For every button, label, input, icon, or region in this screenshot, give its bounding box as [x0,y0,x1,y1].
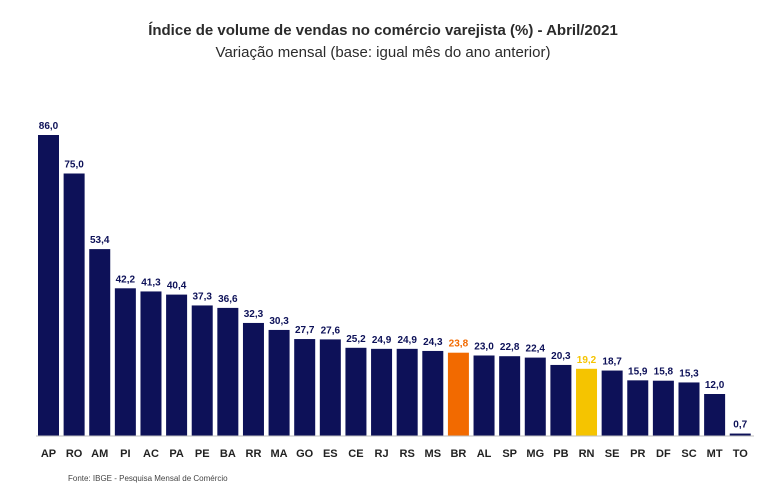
category-label-se: SE [605,448,620,460]
bar-ce [345,347,367,436]
category-label-ce: CE [348,448,363,460]
bar-br [447,352,469,436]
bar-se [601,370,623,436]
bar-go [294,339,316,436]
bar-ro [63,173,85,436]
category-label-sc: SC [681,448,696,460]
bar-rn [576,368,598,436]
bar-am [89,249,111,436]
category-label-pb: PB [553,448,568,460]
value-label-ms: 24,3 [423,337,443,348]
category-label-pi: PI [120,448,130,460]
bar-pb [550,364,572,436]
bar-mg [524,357,546,436]
bar-es [319,339,341,436]
value-label-al: 23,0 [474,342,494,353]
value-label-am: 53,4 [90,235,110,246]
bar-rr [242,322,264,436]
value-label-pr: 15,9 [628,366,648,377]
category-label-pa: PA [169,448,184,460]
value-label-es: 27,6 [321,325,341,336]
value-label-rn: 19,2 [577,355,597,366]
bar-ms [422,350,444,436]
category-label-rj: RJ [375,448,389,460]
bar-chart: 86,0 AP 75,0 RO 53,4 AM 42,2 PI 41,3 AC 40,4 PA 37,3… [36,121,754,460]
chart-title: Índice de volume de vendas no comércio v… [148,22,618,39]
value-label-rr: 32,3 [244,309,264,320]
bar-ba [217,307,239,436]
category-label-mt: MT [707,448,723,460]
value-label-pa: 40,4 [167,281,187,292]
category-label-pr: PR [630,448,645,460]
category-label-ap: AP [41,448,56,460]
chart-subtitle: Variação mensal (base: igual mês do ano … [215,44,551,61]
value-label-rj: 24,9 [372,335,392,346]
category-label-go: GO [296,448,314,460]
bar-to [729,433,751,436]
value-label-pe: 37,3 [192,291,212,302]
category-label-rs: RS [400,448,415,460]
value-label-go: 27,7 [295,325,315,336]
value-label-ma: 30,3 [269,316,289,327]
bar-ac [140,291,162,436]
value-label-ba: 36,6 [218,294,238,305]
bar-pr [627,380,649,436]
category-label-to: TO [733,448,749,460]
category-label-sp: SP [502,448,517,460]
value-label-pb: 20,3 [551,351,571,362]
value-label-sp: 22,8 [500,342,520,353]
category-label-ac: AC [143,448,159,460]
category-label-al: AL [477,448,492,460]
category-label-pe: PE [195,448,210,460]
value-label-sc: 15,3 [679,368,699,379]
bar-pa [166,294,188,436]
bar-sc [678,382,700,436]
value-label-ro: 75,0 [64,160,84,171]
category-label-es: ES [323,448,338,460]
value-label-to: 0,7 [733,420,747,431]
bar-sp [499,356,521,436]
category-label-mg: MG [526,448,544,460]
bar-al [473,355,495,436]
bar-ap [38,135,59,436]
category-label-ma: MA [271,448,288,460]
value-label-ac: 41,3 [141,277,161,288]
category-label-ba: BA [220,448,236,460]
bar-rs [396,348,418,436]
category-label-br: BR [450,448,466,460]
value-label-se: 18,7 [602,357,622,368]
source-note: Fonte: IBGE - Pesquisa Mensal de Comérci… [68,474,228,483]
value-label-ap: 86,0 [39,121,59,132]
category-label-ms: MS [425,448,442,460]
bar-ma [268,329,290,436]
value-label-pi: 42,2 [116,274,136,285]
value-label-df: 15,8 [654,367,674,378]
bar-df [652,380,674,436]
bar-pi [114,288,136,436]
category-label-ro: RO [66,448,83,460]
value-label-rs: 24,9 [397,335,417,346]
bar-mt [704,394,726,436]
value-label-ce: 25,2 [346,334,366,345]
value-label-mg: 22,4 [526,344,546,355]
category-label-rn: RN [579,448,595,460]
bar-pe [191,305,213,436]
value-label-br: 23,8 [449,339,469,350]
category-label-rr: RR [246,448,262,460]
value-label-mt: 12,0 [705,380,725,391]
category-label-am: AM [91,448,108,460]
bar-rj [371,348,393,436]
category-label-df: DF [656,448,671,460]
